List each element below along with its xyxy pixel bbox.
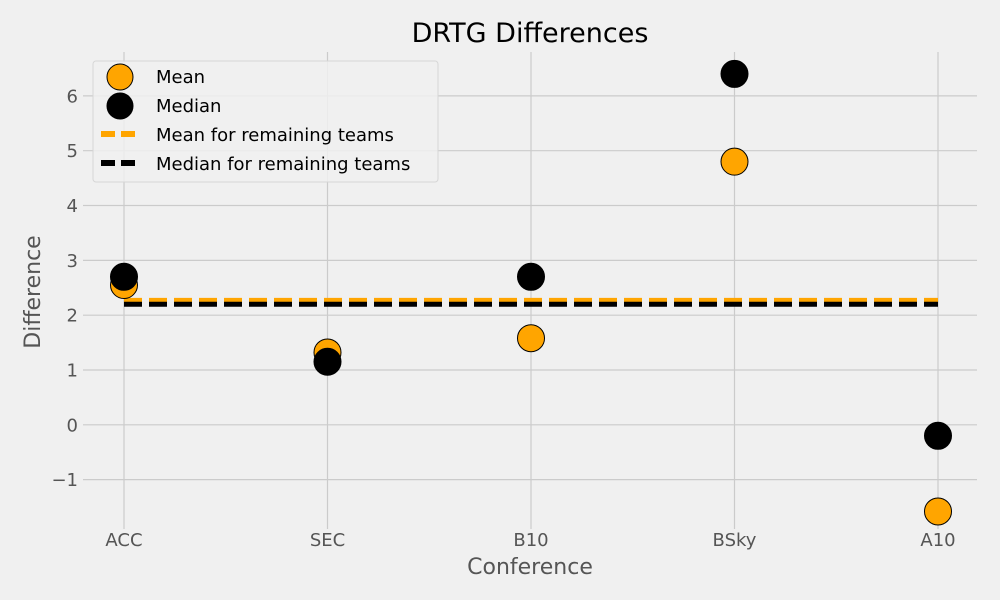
y-tick-label: 6: [67, 86, 78, 107]
median-point-acc: [110, 262, 138, 291]
y-tick-label: 3: [67, 251, 78, 272]
median-point-a10: [924, 421, 952, 450]
x-tick-label: BSky: [713, 530, 757, 551]
data-points: [110, 59, 952, 526]
chart-title: DRTG Differences: [412, 18, 649, 49]
mean-point-a10: [924, 497, 952, 526]
median-point-bsky: [720, 59, 749, 88]
legend-label-mean: Mean: [156, 67, 205, 88]
x-axis-label: Conference: [467, 555, 593, 580]
y-axis-label: Difference: [21, 235, 46, 348]
y-tick-label: 1: [67, 361, 78, 382]
x-tick-label: B10: [513, 530, 548, 551]
median-point-sec: [313, 347, 342, 376]
legend-label-mean-remaining: Mean for remaining teams: [156, 125, 394, 146]
legend-label-median-remaining: Median for remaining teams: [156, 154, 410, 175]
x-tick-label: ACC: [105, 530, 142, 551]
y-tick-label: 4: [67, 196, 78, 217]
y-tick-labels: −1 0 1 2 3 4 5 6: [51, 86, 78, 491]
legend-frame: [92, 60, 439, 183]
y-tick-label: 5: [67, 141, 78, 162]
y-tick-label: 2: [67, 306, 78, 327]
legend-marker-median: [106, 92, 134, 120]
reference-lines: [124, 297, 938, 307]
median-point-b10: [517, 262, 545, 291]
legend: Mean Median Mean for remaining teams Med…: [92, 60, 439, 183]
x-tick-label: SEC: [310, 530, 345, 551]
x-tick-label: A10: [920, 530, 955, 551]
mean-point-b10: [517, 324, 545, 353]
mean-point-bsky: [720, 147, 749, 176]
x-tick-labels: ACC SEC B10 BSky A10: [105, 530, 955, 551]
legend-marker-mean: [106, 63, 134, 91]
legend-label-median: Median: [156, 96, 221, 117]
y-tick-label: −1: [51, 470, 78, 491]
y-tick-label: 0: [67, 415, 78, 436]
